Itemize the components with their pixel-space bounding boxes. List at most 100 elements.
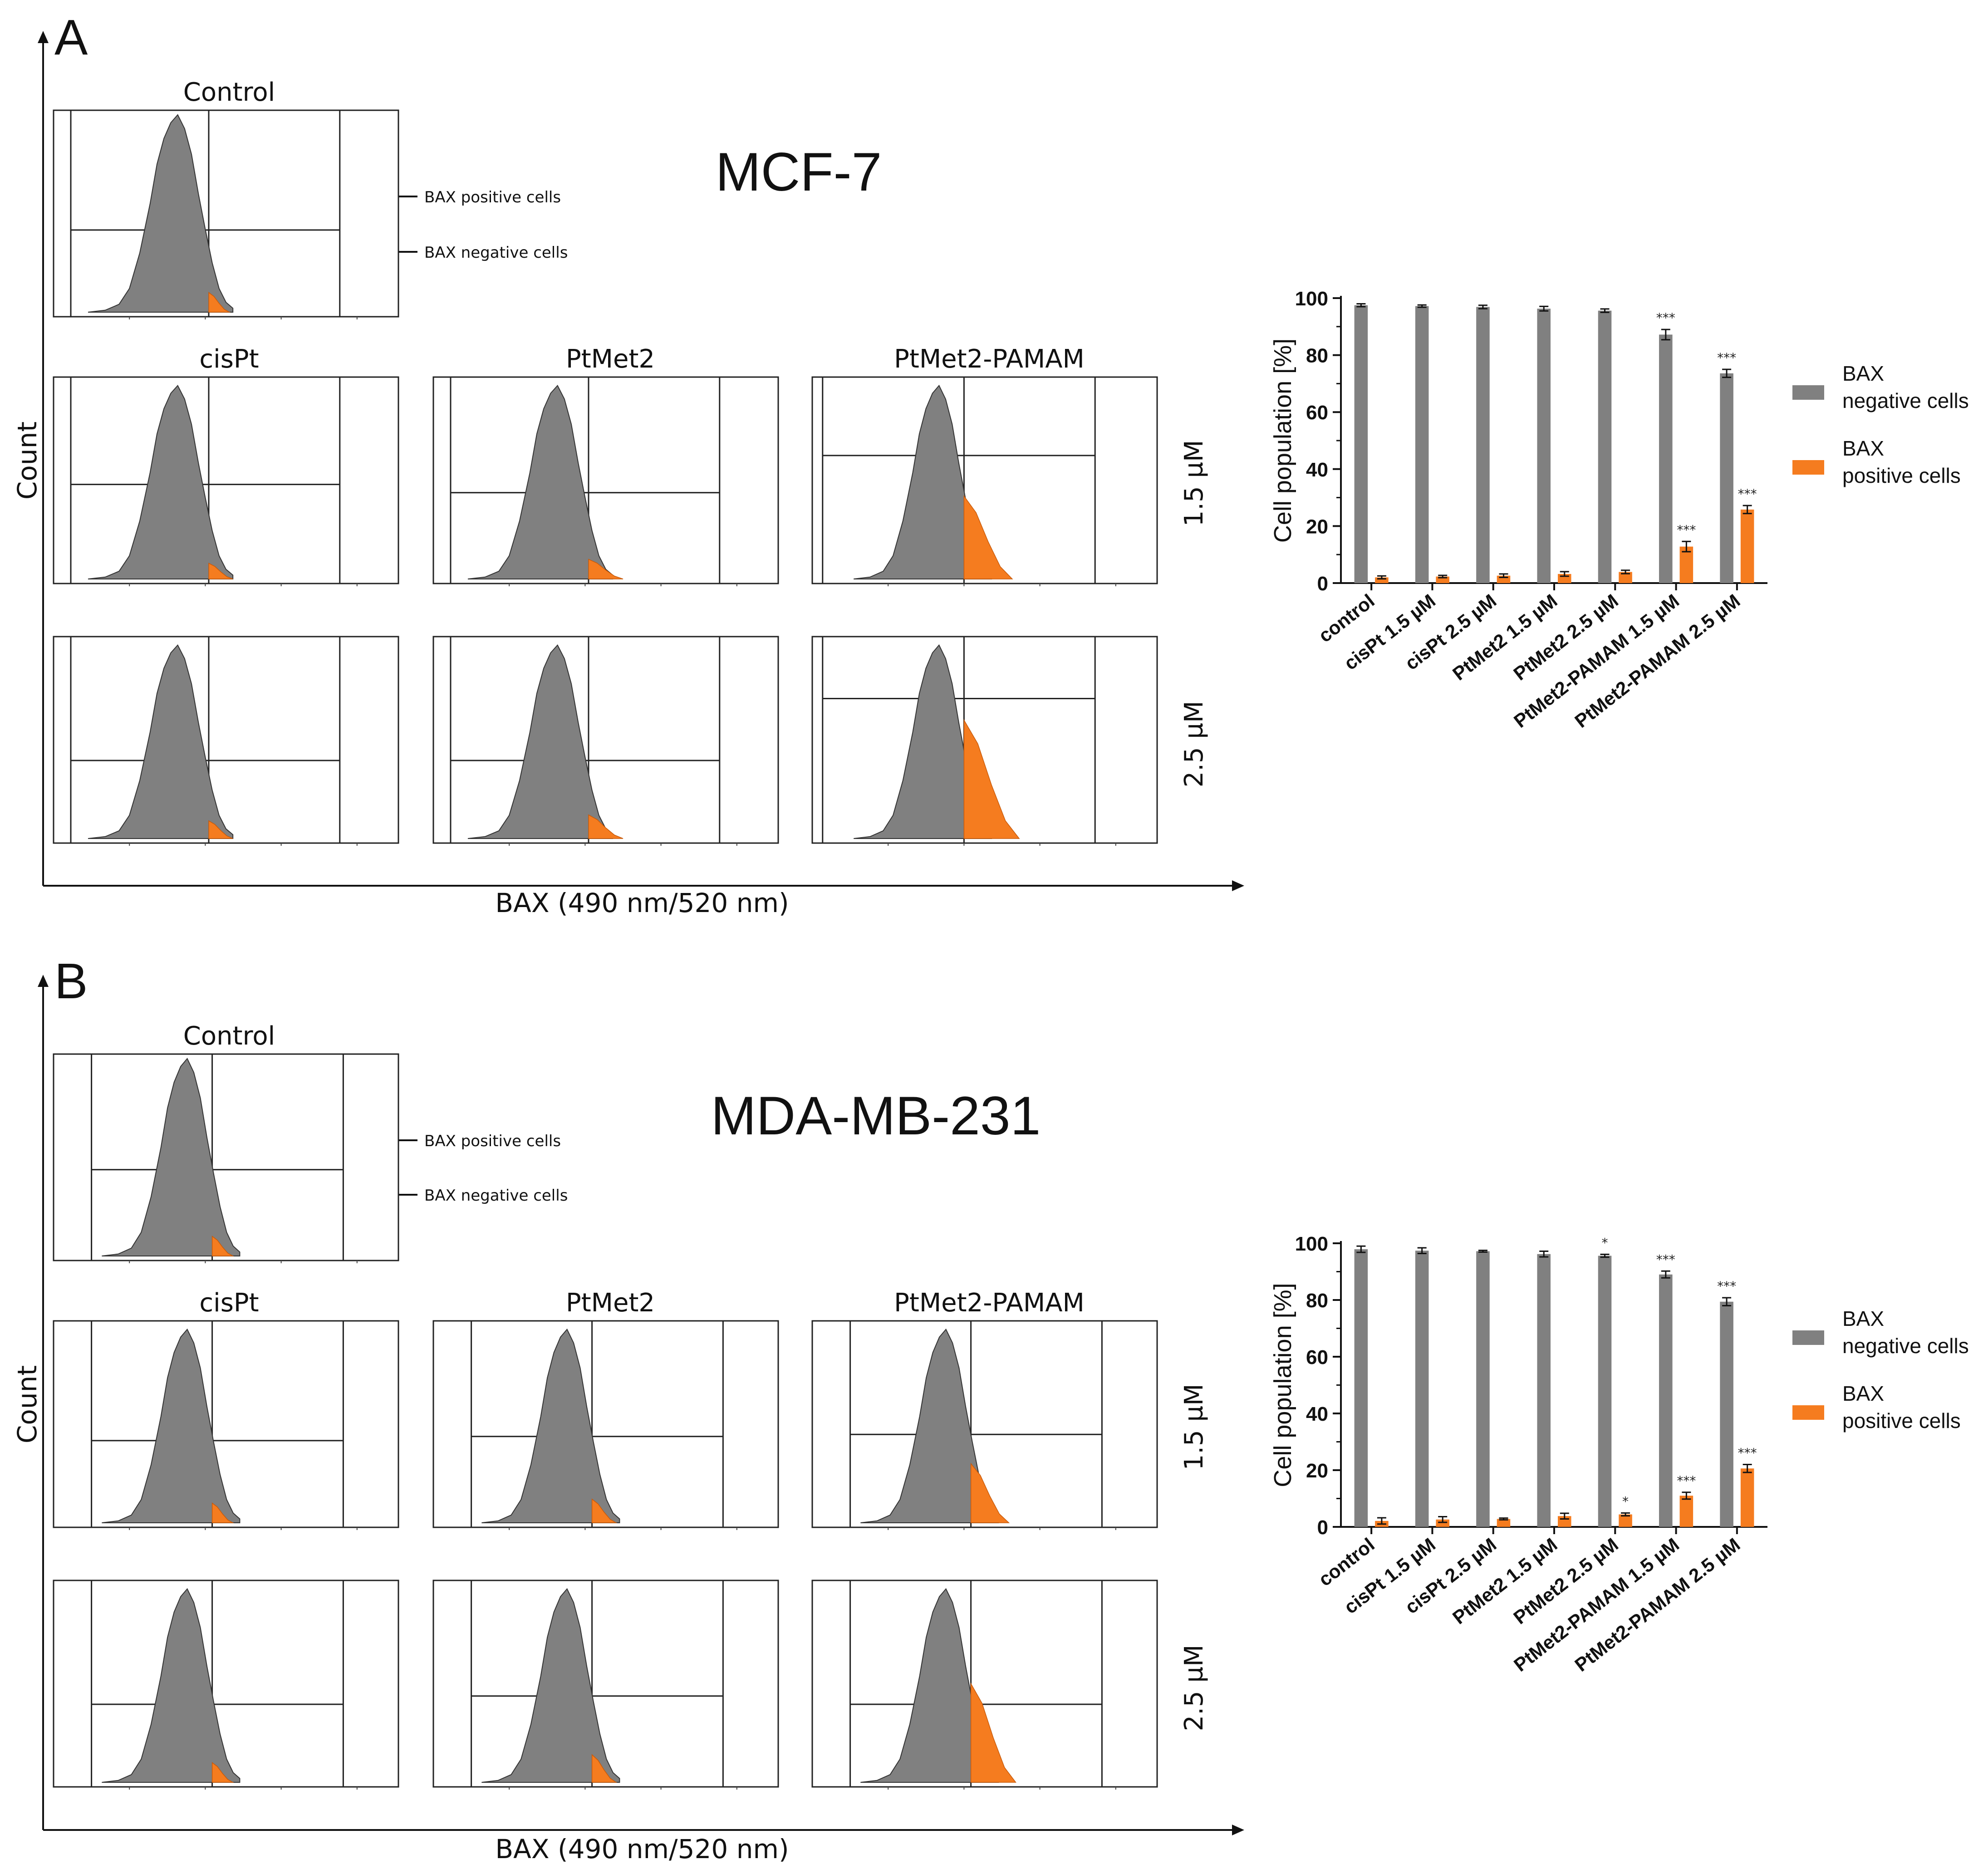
legend-label: negative cells — [1842, 1334, 1969, 1358]
hist-title-pamam: PtMet2-PAMAM — [894, 344, 1085, 374]
y-tick-label: 100 — [1295, 288, 1328, 310]
hist-title-ptmet2: PtMet2 — [566, 1288, 655, 1318]
outer-axes — [38, 975, 1244, 1835]
histogram-plot — [432, 636, 779, 846]
cell-line-title: MCF-7 — [716, 142, 882, 202]
hist-title-ptmet2: PtMet2 — [566, 344, 655, 374]
negative-histogram — [467, 384, 614, 579]
annotation-negative-text: BAX negative cells — [424, 1187, 568, 1205]
positive-histogram — [208, 562, 233, 579]
bar-negative — [1476, 307, 1490, 583]
negative-histogram — [102, 1588, 241, 1783]
positive-histogram — [208, 820, 233, 839]
significance-marker: *** — [1717, 350, 1736, 365]
hist-title-cispt: cisPt — [199, 344, 259, 374]
conc-label-1-5: 1.5 µM — [1179, 1384, 1209, 1471]
histogram-frame — [53, 109, 399, 318]
negative-histogram — [481, 1328, 620, 1523]
bar-positive — [1497, 1519, 1511, 1527]
conc-label-2-5: 2.5 µM — [1179, 701, 1209, 788]
y-axis-label: Count — [12, 422, 43, 500]
histogram-plot — [53, 1053, 399, 1263]
positive-histogram — [588, 559, 623, 579]
significance-marker: *** — [1656, 310, 1675, 325]
significance-marker: *** — [1717, 1279, 1736, 1294]
y-tick-label: 80 — [1306, 345, 1328, 367]
panel-letter: B — [54, 953, 88, 1009]
y-axis-label: Count — [12, 1365, 43, 1443]
y-tick-label: 60 — [1306, 1346, 1328, 1369]
histogram-frame — [53, 376, 399, 584]
bar-negative — [1354, 1249, 1368, 1527]
annotation-positive-text: BAX positive cells — [424, 1132, 561, 1150]
x-tick-label: PtMet2 2.5 µM — [1509, 590, 1622, 685]
y-tick-label: 60 — [1306, 402, 1328, 424]
positive-histogram — [208, 291, 231, 313]
histogram-frame — [432, 376, 779, 584]
legend-label: positive cells — [1842, 1409, 1961, 1432]
bar-negative — [1598, 310, 1612, 583]
legend-label: negative cells — [1842, 389, 1969, 412]
bar-negative — [1537, 309, 1551, 583]
positive-cells-annotation: BAX positive cells — [233, 1132, 561, 1150]
hist-title-control: Control — [183, 78, 275, 107]
histogram-plot — [432, 376, 779, 586]
y-tick-label: 0 — [1317, 573, 1328, 595]
negative-histogram — [88, 114, 234, 313]
bar-negative — [1415, 306, 1429, 583]
bar-positive — [1740, 1468, 1754, 1527]
histogram-plot — [811, 1580, 1158, 1790]
histogram-frame — [53, 1053, 399, 1261]
significance-marker: *** — [1738, 1446, 1757, 1461]
cell-line-title: MDA-MB-231 — [711, 1085, 1041, 1146]
bar-negative — [1354, 305, 1368, 583]
significance-marker: *** — [1677, 522, 1696, 537]
outer-axes — [38, 31, 1244, 891]
bar-positive — [1679, 546, 1693, 583]
positive-histogram — [591, 1498, 618, 1523]
histogram-frame — [432, 1320, 779, 1528]
positive-histogram — [963, 495, 1013, 579]
legend-label: positive cells — [1842, 464, 1961, 487]
legend-label: BAX — [1842, 437, 1884, 460]
x-tick-label: PtMet2 2.5 µM — [1509, 1534, 1622, 1629]
legend-swatch-positive — [1792, 460, 1824, 475]
y-axis-title: Cell population [%] — [1269, 1283, 1296, 1487]
histogram-plot — [811, 1320, 1158, 1530]
bar-negative — [1659, 334, 1673, 583]
bar-negative — [1659, 1274, 1673, 1527]
histogram-plot — [811, 636, 1158, 846]
positive-histogram — [211, 1761, 235, 1783]
hist-title-pamam: PtMet2-PAMAM — [894, 1288, 1085, 1318]
y-tick-label: 100 — [1295, 1233, 1328, 1255]
y-tick-label: 40 — [1306, 1403, 1328, 1425]
histogram-plot — [53, 1580, 399, 1790]
negative-histogram — [102, 1328, 241, 1523]
x-tick-label: PtMet2 1.5 µM — [1448, 590, 1561, 685]
bar-negative — [1720, 1301, 1733, 1527]
histogram-frame — [53, 1580, 399, 1788]
hist-title-cispt: cisPt — [199, 1288, 259, 1318]
histogram-plot — [53, 376, 399, 586]
conc-label-2-5: 2.5 µM — [1179, 1645, 1209, 1732]
histogram-frame — [53, 636, 399, 844]
y-tick-label: 80 — [1306, 1290, 1328, 1312]
bar-negative — [1476, 1251, 1490, 1527]
x-axis-label: BAX (490 nm/520 nm) — [495, 1834, 789, 1864]
legend-label: BAX — [1842, 1307, 1884, 1330]
significance-marker: *** — [1677, 1473, 1696, 1488]
hist-title-control: Control — [183, 1021, 275, 1051]
histogram-plot — [53, 636, 399, 846]
panel-b: B Count BAX (490 nm/520 nm) MDA-MB-231 B… — [12, 953, 1969, 1864]
negative-histogram — [102, 1058, 241, 1256]
legend-label: BAX — [1842, 1382, 1884, 1405]
bar-negative — [1537, 1254, 1551, 1527]
y-tick-label: 20 — [1306, 515, 1328, 538]
positive-histogram — [963, 719, 1020, 839]
histogram-frame — [432, 636, 779, 844]
x-tick-label: PtMet2 1.5 µM — [1448, 1534, 1561, 1629]
positive-histogram — [588, 814, 623, 839]
conc-label-1-5: 1.5 µM — [1179, 440, 1209, 527]
